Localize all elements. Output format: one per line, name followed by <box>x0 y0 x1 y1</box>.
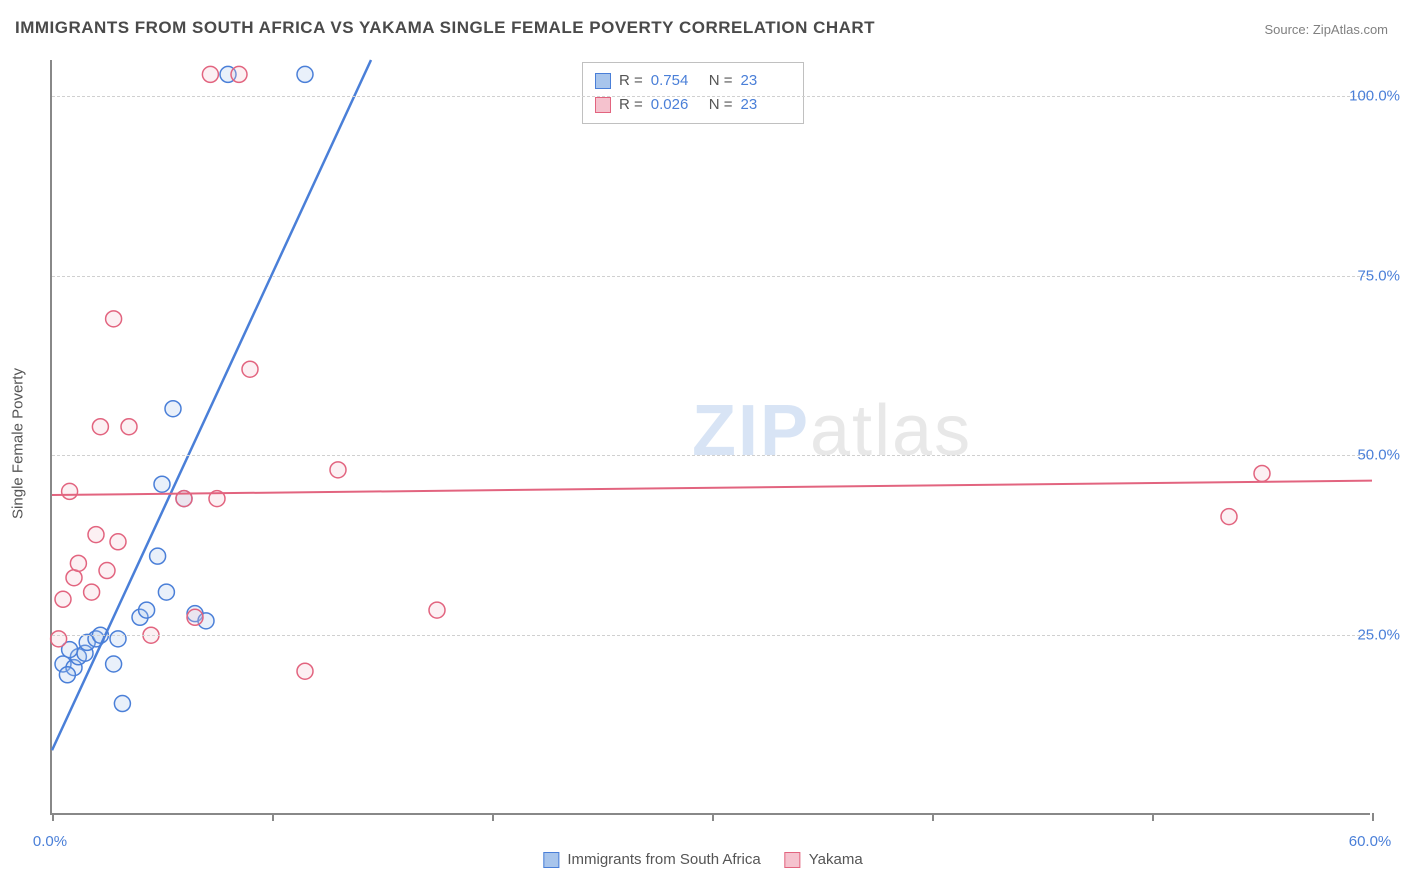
data-point <box>55 591 71 607</box>
n-value: 23 <box>741 69 791 93</box>
chart-title: IMMIGRANTS FROM SOUTH AFRICA VS YAKAMA S… <box>15 18 875 38</box>
data-point <box>110 534 126 550</box>
legend-swatch <box>543 852 559 868</box>
correlation-chart: IMMIGRANTS FROM SOUTH AFRICA VS YAKAMA S… <box>0 0 1406 892</box>
x-tick <box>272 813 274 821</box>
x-tick-label: 60.0% <box>1349 833 1392 850</box>
legend-swatch <box>595 73 611 89</box>
x-tick <box>492 813 494 821</box>
data-point <box>165 401 181 417</box>
x-tick-label: 0.0% <box>33 833 67 850</box>
data-point <box>88 527 104 543</box>
gridline-h <box>52 455 1370 456</box>
chart-source: Source: ZipAtlas.com <box>1264 22 1388 37</box>
x-tick <box>1372 813 1374 821</box>
legend-item: Immigrants from South Africa <box>543 851 760 868</box>
legend-stat-row: R = 0.754 N = 23 <box>595 69 791 93</box>
data-point <box>330 462 346 478</box>
data-point <box>158 584 174 600</box>
data-point <box>187 609 203 625</box>
data-point <box>110 631 126 647</box>
trend-line <box>52 481 1372 495</box>
data-point <box>242 361 258 377</box>
data-point <box>1254 465 1270 481</box>
data-point <box>139 602 155 618</box>
plot-area: ZIPatlas R =0.754N =23R =0.026N =23 25.0… <box>50 60 1370 815</box>
trend-line <box>52 60 371 750</box>
y-tick-label: 25.0% <box>1357 627 1400 644</box>
data-point <box>99 563 115 579</box>
data-point <box>297 663 313 679</box>
data-point <box>106 656 122 672</box>
gridline-h <box>52 635 1370 636</box>
data-point <box>84 584 100 600</box>
data-point <box>154 476 170 492</box>
n-label: N = <box>709 69 733 93</box>
data-point <box>62 483 78 499</box>
data-point <box>1221 509 1237 525</box>
x-tick <box>712 813 714 821</box>
data-point <box>114 696 130 712</box>
data-point <box>59 667 75 683</box>
data-point <box>70 555 86 571</box>
data-point <box>297 66 313 82</box>
correlation-legend: R =0.754N =23R =0.026N =23 <box>582 62 804 124</box>
y-tick-label: 50.0% <box>1357 447 1400 464</box>
data-point <box>429 602 445 618</box>
y-axis-label: Single Female Poverty <box>10 368 27 519</box>
x-tick <box>1152 813 1154 821</box>
y-tick-label: 100.0% <box>1349 87 1400 104</box>
r-value: 0.754 <box>651 69 701 93</box>
data-point <box>150 548 166 564</box>
legend-item: Yakama <box>785 851 863 868</box>
legend-swatch <box>785 852 801 868</box>
data-point <box>121 419 137 435</box>
x-tick <box>52 813 54 821</box>
r-label: R = <box>619 69 643 93</box>
legend-swatch <box>595 97 611 113</box>
legend-label: Yakama <box>809 851 863 868</box>
data-point <box>92 419 108 435</box>
data-point <box>51 631 67 647</box>
gridline-h <box>52 276 1370 277</box>
data-point <box>66 570 82 586</box>
legend-label: Immigrants from South Africa <box>567 851 760 868</box>
series-legend: Immigrants from South Africa Yakama <box>543 851 862 868</box>
data-point <box>202 66 218 82</box>
x-tick <box>932 813 934 821</box>
data-point <box>231 66 247 82</box>
data-point <box>106 311 122 327</box>
plot-svg <box>52 60 1370 813</box>
y-tick-label: 75.0% <box>1357 267 1400 284</box>
gridline-h <box>52 96 1370 97</box>
